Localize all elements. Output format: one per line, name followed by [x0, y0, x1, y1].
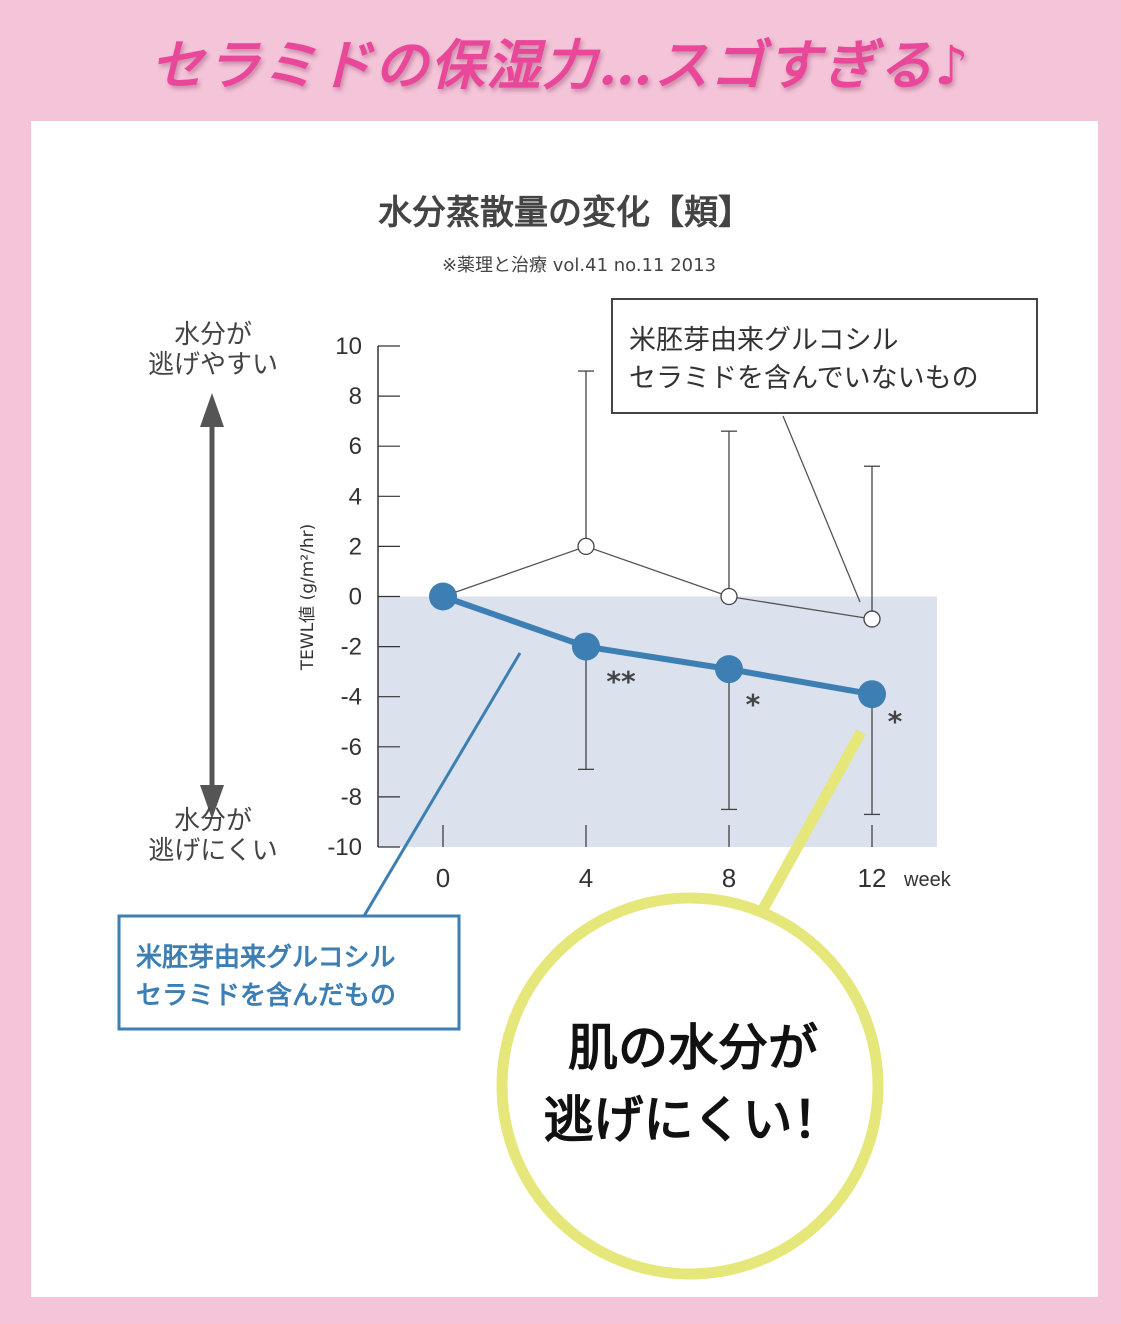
point-ceramide: [572, 632, 600, 661]
legend-text-control: 米胚芽由来グルコシルセラミドを含んでいないもの: [629, 325, 979, 394]
chart-svg: 水分蒸散量の変化【頬】 ※薬理と治療 vol.41 no.11 2013 10 8 6 4…: [117, 193, 1038, 1280]
x-axis-label: week: [903, 869, 952, 891]
banner: セラミドの保湿力…スゴすぎる♪: [0, 0, 1121, 120]
y-tick-label: -2: [341, 634, 362, 661]
series-line-ceramide: [442, 593, 873, 698]
arrow-label-bottom: 水分が逃げにくい: [148, 806, 277, 866]
arrow-label-top: 水分が逃げやすい: [148, 320, 278, 380]
y-tick-label: 6: [349, 433, 362, 460]
point-ceramide: [858, 680, 886, 709]
x-tick-label: 0: [436, 863, 450, 893]
y-tick-label: 0: [349, 584, 362, 611]
arrow-up-icon: [200, 393, 224, 427]
point-ceramide: [715, 655, 743, 684]
point-control: [720, 587, 738, 606]
y-tick-label: -8: [341, 784, 362, 811]
significance-mark: **: [606, 665, 636, 698]
y-tick-label: 2: [349, 533, 362, 560]
significance-mark: *: [746, 688, 761, 721]
chart-panel: 水分蒸散量の変化【頬】 ※薬理と治療 vol.41 no.11 2013 10 8 6 4…: [31, 121, 1098, 1297]
legend-box-control: [611, 298, 1038, 414]
y-tick-label: -4: [341, 684, 362, 711]
legend-box-ceramide: [117, 914, 461, 1031]
leader-line-ceramide: [362, 652, 522, 917]
point-ceramide: [429, 582, 457, 611]
banner-title: セラミドの保湿力…スゴすぎる♪: [150, 32, 971, 97]
series-line-control: [442, 545, 873, 620]
y-tick-label: 4: [349, 483, 362, 510]
shaded-region: [378, 596, 937, 847]
callout-pointer: [756, 729, 866, 916]
significance-mark: *: [888, 705, 903, 738]
x-tick-label: 4: [579, 863, 593, 893]
y-tick-label: -10: [327, 834, 362, 861]
y-tick-label: -6: [341, 734, 362, 761]
y-tick-label: 10: [335, 333, 362, 360]
y-tick-label: 8: [349, 383, 362, 410]
y-axis-label: TEWL値 (g/m²/hr): [298, 524, 318, 671]
callout-circle: [496, 892, 884, 1280]
x-tick-label: 8: [722, 863, 736, 893]
point-control: [863, 610, 881, 628]
point-control: [577, 537, 595, 556]
callout-text: 肌の水分が逃げにくい！: [544, 1019, 843, 1149]
legend-text-ceramide: 米胚芽由来グルコシルセラミドを含んだもの: [136, 943, 396, 1011]
chart-subtitle: ※薬理と治療 vol.41 no.11 2013: [442, 255, 716, 276]
arrow-down-icon: [200, 785, 224, 819]
leader-line-control: [782, 415, 861, 603]
chart-title: 水分蒸散量の変化【頬】: [378, 193, 752, 233]
x-tick-label: 12: [858, 863, 887, 893]
